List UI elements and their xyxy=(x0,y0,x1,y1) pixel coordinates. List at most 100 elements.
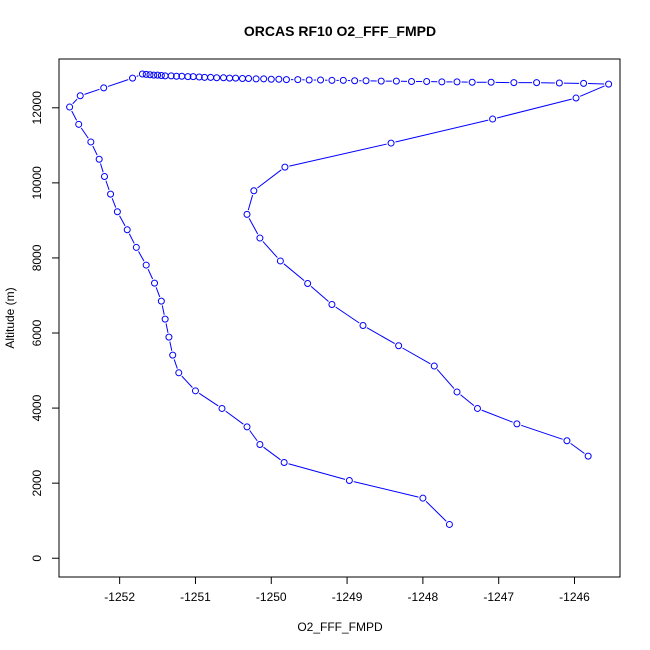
series-segment xyxy=(111,198,117,208)
x-axis: -1252 -1251 -1250 -1249 -1248 -1247 -1246 xyxy=(104,576,590,604)
data-point xyxy=(195,73,203,81)
data-point xyxy=(232,74,240,82)
series-segment xyxy=(425,500,447,522)
data-point xyxy=(423,78,431,86)
data-point xyxy=(359,322,367,330)
data-point xyxy=(243,210,251,218)
series-segment xyxy=(460,394,475,407)
data-point xyxy=(328,76,336,84)
y-tick-label: 4000 xyxy=(30,394,44,421)
series-segment xyxy=(161,305,165,315)
x-tick-label: -1247 xyxy=(483,590,514,604)
series-segment xyxy=(92,145,98,156)
x-tick-label: -1251 xyxy=(180,590,211,604)
data-point xyxy=(146,71,154,79)
series-segment xyxy=(335,306,360,324)
data-point xyxy=(395,342,403,350)
data-point xyxy=(489,115,497,123)
series-segment xyxy=(481,409,513,423)
data-point xyxy=(173,72,181,80)
data-point xyxy=(267,75,275,83)
data-point xyxy=(533,79,541,87)
x-tick-label: -1249 xyxy=(332,590,363,604)
chart-title: ORCAS RF10 O2_FFF_FMPD xyxy=(244,23,436,39)
data-point xyxy=(138,70,146,78)
data-point xyxy=(430,362,438,370)
series-segment xyxy=(72,98,78,105)
x-axis-label: O2_FFF_FMPD xyxy=(297,620,383,634)
data-point xyxy=(345,477,353,485)
data-point xyxy=(218,404,226,412)
data-point xyxy=(555,79,563,87)
data-point xyxy=(351,77,359,85)
data-point xyxy=(75,120,83,128)
data-point xyxy=(328,300,336,308)
series-layer xyxy=(66,70,613,528)
data-point xyxy=(169,351,177,359)
data-point xyxy=(473,404,481,412)
data-point xyxy=(252,75,260,83)
series-segment xyxy=(173,359,178,369)
series-segment xyxy=(353,481,419,498)
series-segment xyxy=(257,169,282,189)
data-point xyxy=(392,77,400,85)
data-point xyxy=(100,84,108,92)
series-segment xyxy=(263,446,281,461)
data-point xyxy=(281,163,289,171)
data-point xyxy=(107,190,115,198)
series-segment xyxy=(225,410,244,425)
series-segment xyxy=(249,430,258,442)
series-segment xyxy=(579,85,605,97)
x-tick-label: -1248 xyxy=(408,590,439,604)
series-segment xyxy=(147,268,154,280)
x-tick-label: -1250 xyxy=(256,590,287,604)
series-segment xyxy=(105,180,110,191)
data-point xyxy=(123,226,131,234)
series-segment xyxy=(80,127,89,139)
data-point xyxy=(563,437,571,445)
data-point xyxy=(95,155,103,163)
data-point xyxy=(305,76,313,84)
data-point xyxy=(150,71,158,79)
data-point xyxy=(276,257,284,265)
data-point xyxy=(167,72,175,80)
data-point xyxy=(129,74,137,82)
series-segment xyxy=(71,110,78,121)
series-segment xyxy=(366,327,395,344)
data-point xyxy=(362,77,370,85)
data-point xyxy=(317,76,325,84)
y-axis: 0 2000 4000 6000 8000 10000 12000 xyxy=(30,91,60,562)
y-tick-label: 10000 xyxy=(30,166,44,200)
series-segment xyxy=(283,263,305,281)
series-segment xyxy=(570,442,585,454)
data-point xyxy=(256,440,264,448)
series-segment xyxy=(128,233,135,244)
x-tick-label: -1246 xyxy=(559,590,590,604)
data-point xyxy=(66,103,74,111)
series-segment xyxy=(107,79,129,87)
data-point xyxy=(256,234,264,242)
data-point xyxy=(572,94,580,102)
series-segment xyxy=(119,215,126,227)
data-point xyxy=(584,452,592,460)
series-segment xyxy=(289,143,387,167)
data-point xyxy=(445,520,453,528)
data-point xyxy=(453,388,461,396)
series-segment xyxy=(181,375,193,388)
series-segment xyxy=(402,347,431,365)
series-segment xyxy=(84,88,100,95)
data-point xyxy=(275,75,283,83)
data-point xyxy=(87,138,95,146)
data-point xyxy=(191,387,199,395)
data-point xyxy=(161,315,169,323)
series-segment xyxy=(100,163,104,173)
series-segment xyxy=(248,218,259,235)
series-segment xyxy=(169,341,173,351)
data-point xyxy=(76,92,84,100)
data-point xyxy=(510,79,518,87)
data-point xyxy=(132,243,140,251)
y-tick-label: 6000 xyxy=(30,319,44,346)
data-point xyxy=(113,208,121,216)
